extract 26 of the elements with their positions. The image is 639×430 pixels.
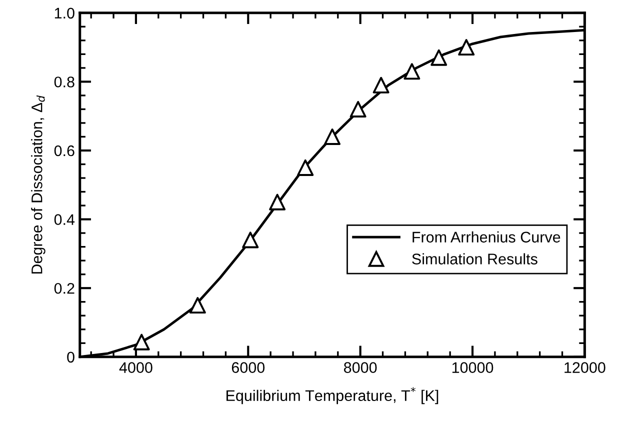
point [458, 39, 475, 56]
y-tick-label: 1.0 [54, 8, 74, 19]
y-tick-label: 0.6 [54, 145, 74, 156]
x-axis-title: Equilibrium Temperature, T$^{*}$ [K] [226, 387, 438, 404]
point [189, 297, 206, 314]
y-axis-title: Degree of Dissociation, Δ$_{d}$ [31, 95, 46, 274]
y-tick-label: 0 [67, 352, 74, 363]
point [350, 100, 366, 118]
y-tick-label: 0.4 [54, 214, 75, 225]
point [269, 194, 286, 210]
point [324, 128, 341, 145]
x-tick-label: 12000 [564, 362, 606, 373]
point [372, 76, 390, 94]
legend-label: Simulation Results [412, 253, 538, 264]
legend-label: From Arrhenius Curve [412, 231, 560, 243]
point [133, 334, 150, 350]
point [430, 49, 448, 66]
x-tick-label: 6000 [232, 362, 265, 373]
point [297, 159, 314, 176]
point [242, 232, 259, 248]
x-tick-label: 10000 [452, 362, 494, 373]
x-tick-label: 8000 [344, 362, 377, 373]
y-tick-label: 0.2 [54, 282, 74, 294]
point [404, 63, 420, 80]
x-tick-label: 4000 [119, 362, 152, 373]
y-tick-label: 0.8 [54, 76, 74, 88]
